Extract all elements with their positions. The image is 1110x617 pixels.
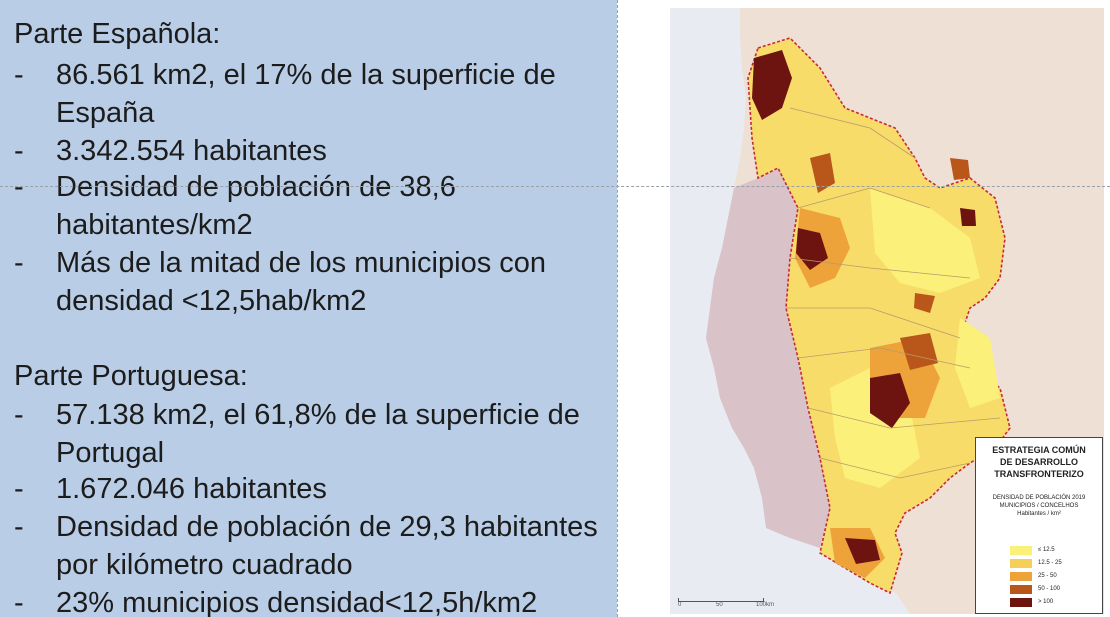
legend-title-line-1: ESTRATEGIA COMÚN xyxy=(992,445,1086,455)
cooperation-area xyxy=(747,37,1011,595)
bullet-dash: - xyxy=(14,399,24,431)
legend-class-label: 25 - 50 xyxy=(1038,573,1057,579)
legend-class-3: 25 - 50 xyxy=(1010,572,1096,581)
spain-section-title: Parte Española: xyxy=(14,18,221,50)
bullet-dash: - xyxy=(14,171,24,203)
legend-swatch xyxy=(1010,572,1032,581)
scale-label-50: 50 xyxy=(716,602,723,608)
high-density-area xyxy=(810,153,835,193)
portugal-bullet-3-text: Densidad de población de 29,3 habitantes… xyxy=(56,511,598,581)
legend-title-line-3: TRANSFRONTERIZO xyxy=(994,469,1084,479)
bullet-dash: - xyxy=(14,587,24,617)
legend-title-line-2: DE DESARROLLO xyxy=(999,457,1078,467)
legend-swatch xyxy=(1010,585,1032,594)
high-density-area xyxy=(960,208,976,226)
low-density-patch xyxy=(955,318,1000,408)
legend-class-1: ≤ 12.5 xyxy=(1010,546,1096,555)
legend-class-2: 12.5 - 25 xyxy=(1010,559,1096,568)
legend-class-5: > 100 xyxy=(1010,598,1096,607)
portugal-section-title: Parte Portuguesa: xyxy=(14,360,248,392)
spain-bullet-3-text: Densidad de población de 38,6 habitantes… xyxy=(56,171,456,241)
portugal-bullet-1-text: 57.138 km2, el 61,8% de la superficie de… xyxy=(56,399,580,469)
legend-subtitle-line-1: DENSIDAD DE POBLACIÓN 2019 xyxy=(992,495,1086,501)
spain-bullet-2-text: 3.342.554 habitantes xyxy=(56,135,327,167)
text-panel: Parte Española: - 86.561 km2, el 17% de … xyxy=(0,0,617,617)
bullet-dash: - xyxy=(14,247,24,279)
legend-swatch xyxy=(1010,559,1032,568)
bullet-dash: - xyxy=(14,473,24,505)
bullet-dash: - xyxy=(14,135,24,167)
legend-subtitle-line-2: MUNICIPIOS / CONCELHOS xyxy=(999,503,1079,509)
high-density-area xyxy=(914,293,935,313)
map-scale-bar: 0 50 100km xyxy=(678,598,798,610)
bullet-dash: - xyxy=(14,511,24,543)
legend-class-label: > 100 xyxy=(1038,599,1054,605)
scale-label-0: 0 xyxy=(678,602,682,608)
scale-bar-line xyxy=(678,598,764,602)
portugal-bullet-2-text: 1.672.046 habitantes xyxy=(56,473,327,505)
high-density-area xyxy=(950,158,970,180)
legend-class-label: 50 - 100 xyxy=(1038,586,1061,592)
spain-bullet-1-text: 86.561 km2, el 17% de la superficie de E… xyxy=(56,59,556,129)
portugal-bullet-4-text: 23% municipios densidad<12,5h/km2 xyxy=(56,587,538,617)
high-density-area xyxy=(752,50,792,120)
map-legend: ESTRATEGIA COMÚN DE DESARROLLO TRANSFRON… xyxy=(975,437,1103,614)
legend-subtitle-line-3: Habitantes / km² xyxy=(1017,511,1061,517)
guide-line-vertical xyxy=(617,0,618,617)
bullet-dash: - xyxy=(14,59,24,91)
low-density-patch xyxy=(870,188,980,293)
high-density-area xyxy=(870,373,910,428)
high-density-area xyxy=(845,538,880,564)
high-density-area xyxy=(900,333,938,370)
legend-swatch xyxy=(1010,546,1032,555)
legend-class-label: 12.5 - 25 xyxy=(1038,560,1062,566)
spain-bullet-4-text: Más de la mitad de los municipios con de… xyxy=(56,247,547,317)
province-boundaries xyxy=(786,107,1001,479)
scale-label-100: 100km xyxy=(756,602,775,608)
guide-line-horizontal xyxy=(0,186,1110,187)
legend-class-4: 50 - 100 xyxy=(1010,585,1096,594)
legend-class-label: ≤ 12.5 xyxy=(1038,547,1055,553)
portugal-outside-area xyxy=(706,168,830,548)
legend-swatch xyxy=(1010,598,1032,607)
